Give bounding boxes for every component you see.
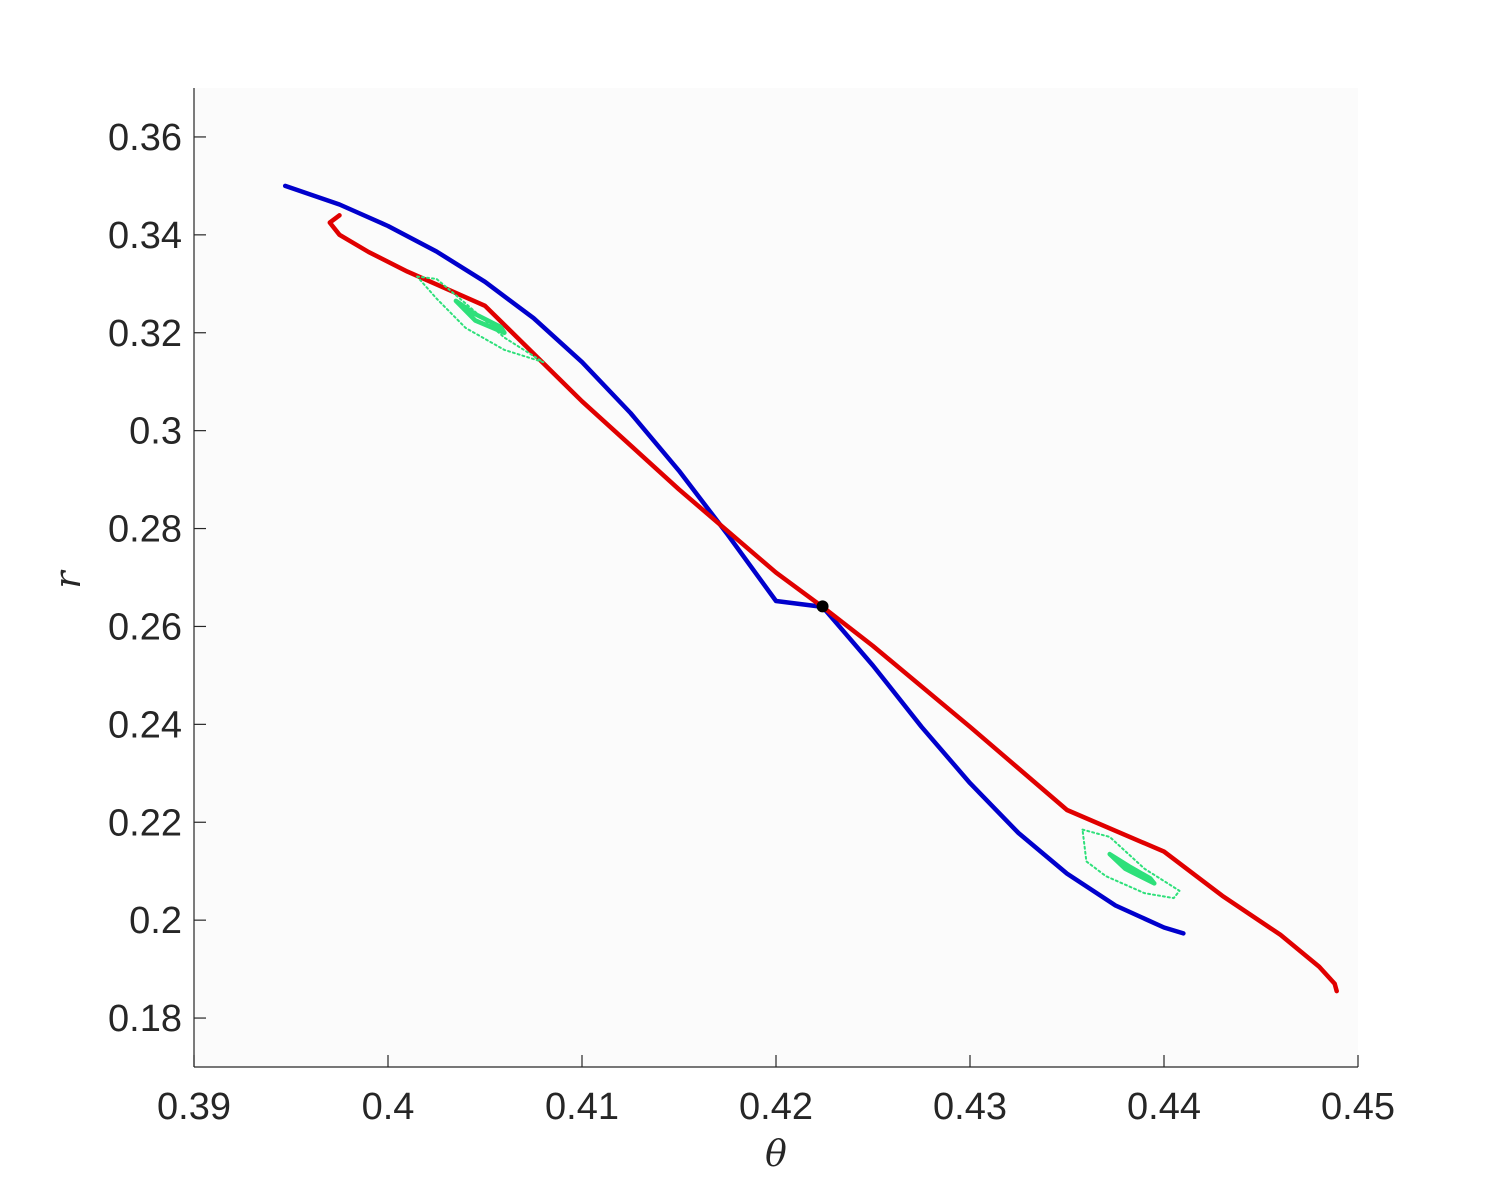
x-tick-label: 0.43 (933, 1086, 1007, 1128)
plot-background (194, 88, 1358, 1067)
y-tick-label: 0.24 (108, 704, 182, 746)
y-ticks: 0.18 0.2 0.22 0.24 0.26 0.28 0.3 0.32 0.34 0.36 (108, 117, 206, 1040)
series-line-4 (1081, 828, 1181, 900)
y-tick-label: 0.18 (108, 998, 182, 1040)
y-axis-label: r (48, 570, 89, 589)
fixed-point-marker-0 (816, 600, 829, 613)
y-tick-label: 0.36 (108, 117, 182, 159)
series-line-0 (282, 183, 1186, 936)
series-line-3 (453, 298, 507, 336)
x-axis-label: θ (765, 1134, 787, 1175)
x-tick-label: 0.41 (545, 1086, 619, 1128)
x-tick-label: 0.42 (739, 1086, 813, 1128)
y-tick-label: 0.22 (108, 802, 182, 844)
y-tick-label: 0.2 (129, 900, 182, 942)
series-line-5 (1107, 851, 1157, 886)
x-tick-label: 0.4 (362, 1086, 415, 1128)
y-tick-label: 0.34 (108, 215, 182, 257)
x-tick-label: 0.45 (1321, 1086, 1395, 1128)
y-tick-label: 0.28 (108, 509, 182, 551)
x-tick-label: 0.39 (157, 1086, 231, 1128)
y-tick-label: 0.3 (129, 411, 182, 453)
x-ticks: 0.39 0.4 0.41 0.42 0.43 0.44 0.45 (157, 1055, 1395, 1128)
plot-area (194, 88, 1358, 1067)
y-tick-label: 0.32 (108, 313, 182, 355)
points-layer (816, 600, 829, 613)
y-tick-label: 0.26 (108, 606, 182, 648)
series-line-2 (416, 275, 545, 364)
x-tick-label: 0.44 (1127, 1086, 1201, 1128)
